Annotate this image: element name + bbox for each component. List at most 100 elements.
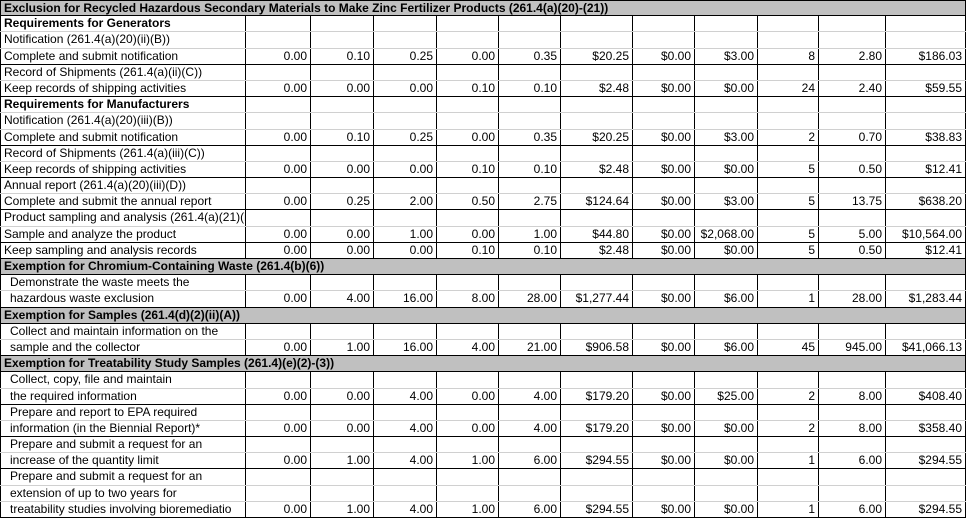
value-cell[interactable] <box>695 437 758 453</box>
value-cell[interactable] <box>561 485 633 501</box>
value-cell[interactable] <box>374 469 437 485</box>
value-cell[interactable]: 0.00 <box>246 339 311 356</box>
value-cell[interactable] <box>561 437 633 453</box>
value-cell[interactable]: 5 <box>758 226 819 242</box>
value-cell[interactable]: 0.00 <box>246 242 311 258</box>
value-cell[interactable]: 0.00 <box>246 420 311 437</box>
value-cell[interactable] <box>758 16 819 32</box>
value-cell[interactable]: $186.03 <box>886 48 966 64</box>
value-cell[interactable]: 0.00 <box>246 453 311 469</box>
value-cell[interactable]: 0.00 <box>437 129 499 145</box>
value-cell[interactable]: 0.10 <box>499 161 561 178</box>
value-cell[interactable]: $1,277.44 <box>561 291 633 307</box>
value-cell[interactable]: 0.00 <box>246 501 311 517</box>
value-cell[interactable] <box>819 178 886 194</box>
value-cell[interactable]: 0.00 <box>311 226 374 242</box>
value-cell[interactable] <box>633 210 695 226</box>
row-label[interactable]: Collect, copy, file and maintain <box>0 372 246 388</box>
value-cell[interactable] <box>561 210 633 226</box>
value-cell[interactable]: $3.00 <box>695 129 758 145</box>
value-cell[interactable] <box>886 178 966 194</box>
value-cell[interactable] <box>561 275 633 291</box>
value-cell[interactable] <box>311 275 374 291</box>
value-cell[interactable] <box>758 97 819 113</box>
value-cell[interactable]: 5 <box>758 194 819 210</box>
value-cell[interactable]: 16.00 <box>374 291 437 307</box>
value-cell[interactable]: 0.00 <box>246 129 311 145</box>
value-cell[interactable] <box>246 372 311 388</box>
value-cell[interactable]: $0.00 <box>633 501 695 517</box>
value-cell[interactable] <box>819 145 886 161</box>
value-cell[interactable] <box>886 323 966 339</box>
value-cell[interactable]: $3.00 <box>695 194 758 210</box>
value-cell[interactable] <box>758 32 819 48</box>
value-cell[interactable] <box>886 404 966 420</box>
value-cell[interactable] <box>499 32 561 48</box>
value-cell[interactable] <box>886 485 966 501</box>
value-cell[interactable]: $179.20 <box>561 388 633 404</box>
value-cell[interactable]: $20.25 <box>561 129 633 145</box>
value-cell[interactable]: 0.00 <box>437 226 499 242</box>
value-cell[interactable] <box>499 275 561 291</box>
row-label[interactable]: Notification (261.4(a)(20)(ii)(B)) <box>0 32 246 48</box>
value-cell[interactable]: $0.00 <box>695 453 758 469</box>
value-cell[interactable] <box>633 323 695 339</box>
value-cell[interactable] <box>374 145 437 161</box>
value-cell[interactable]: 1.00 <box>311 453 374 469</box>
value-cell[interactable] <box>695 210 758 226</box>
value-cell[interactable] <box>819 32 886 48</box>
value-cell[interactable] <box>633 64 695 80</box>
value-cell[interactable] <box>374 16 437 32</box>
value-cell[interactable] <box>374 323 437 339</box>
value-cell[interactable]: $124.64 <box>561 194 633 210</box>
value-cell[interactable] <box>819 323 886 339</box>
value-cell[interactable] <box>374 32 437 48</box>
value-cell[interactable] <box>758 64 819 80</box>
value-cell[interactable] <box>499 210 561 226</box>
value-cell[interactable]: 0.10 <box>437 161 499 178</box>
value-cell[interactable]: 0.10 <box>437 242 499 258</box>
value-cell[interactable] <box>695 485 758 501</box>
value-cell[interactable]: 0.35 <box>499 129 561 145</box>
value-cell[interactable]: 0.25 <box>374 48 437 64</box>
value-cell[interactable]: 0.00 <box>311 161 374 178</box>
value-cell[interactable] <box>499 372 561 388</box>
value-cell[interactable]: $6.00 <box>695 291 758 307</box>
value-cell[interactable] <box>374 178 437 194</box>
value-cell[interactable] <box>437 275 499 291</box>
value-cell[interactable] <box>437 404 499 420</box>
value-cell[interactable]: $408.40 <box>886 388 966 404</box>
value-cell[interactable]: 16.00 <box>374 339 437 356</box>
value-cell[interactable] <box>633 275 695 291</box>
value-cell[interactable] <box>374 210 437 226</box>
value-cell[interactable] <box>499 113 561 129</box>
value-cell[interactable] <box>819 469 886 485</box>
value-cell[interactable]: 0.00 <box>437 388 499 404</box>
value-cell[interactable]: 8 <box>758 48 819 64</box>
value-cell[interactable] <box>561 97 633 113</box>
value-cell[interactable] <box>633 485 695 501</box>
value-cell[interactable]: 6.00 <box>819 501 886 517</box>
value-cell[interactable]: $0.00 <box>633 129 695 145</box>
value-cell[interactable] <box>695 404 758 420</box>
value-cell[interactable] <box>633 404 695 420</box>
value-cell[interactable]: 45 <box>758 339 819 356</box>
value-cell[interactable]: $179.20 <box>561 420 633 437</box>
value-cell[interactable]: 5.00 <box>819 226 886 242</box>
value-cell[interactable]: 2.80 <box>819 48 886 64</box>
value-cell[interactable]: 1.00 <box>374 226 437 242</box>
value-cell[interactable]: 2.75 <box>499 194 561 210</box>
value-cell[interactable] <box>633 469 695 485</box>
value-cell[interactable] <box>311 485 374 501</box>
value-cell[interactable]: $0.00 <box>633 388 695 404</box>
value-cell[interactable] <box>819 485 886 501</box>
value-cell[interactable]: 0.00 <box>246 291 311 307</box>
value-cell[interactable] <box>758 437 819 453</box>
value-cell[interactable]: $906.58 <box>561 339 633 356</box>
value-cell[interactable]: 4.00 <box>499 420 561 437</box>
value-cell[interactable] <box>819 64 886 80</box>
row-label[interactable]: Prepare and report to EPA required <box>0 404 246 420</box>
value-cell[interactable] <box>311 372 374 388</box>
value-cell[interactable]: 0.00 <box>437 48 499 64</box>
value-cell[interactable] <box>561 178 633 194</box>
